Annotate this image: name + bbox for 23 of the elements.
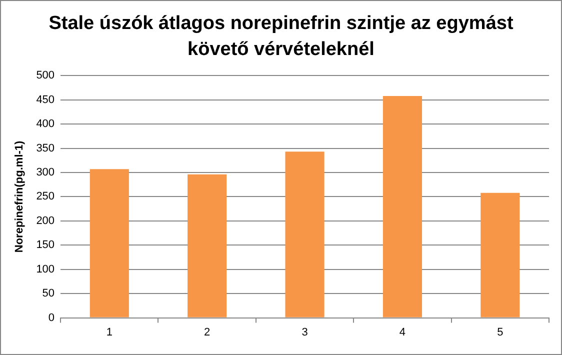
y-tick-label: 350 bbox=[36, 142, 55, 154]
y-tick-label: 150 bbox=[36, 239, 55, 252]
y-tick-label: 250 bbox=[36, 190, 55, 203]
chart-title: Stale úszók átlagos norepinefrin szintje az egymást követő vérvételeknél bbox=[48, 12, 514, 62]
y-axis-title: Norepinefrin(pg.ml-1) bbox=[14, 140, 26, 253]
x-tick-label: 5 bbox=[497, 326, 504, 338]
bar bbox=[90, 169, 129, 318]
y-tick-label: 200 bbox=[36, 214, 55, 227]
y-tick-label: 300 bbox=[36, 166, 55, 179]
y-tick-label: 50 bbox=[42, 288, 55, 300]
bar bbox=[285, 152, 324, 318]
x-tick-label: 2 bbox=[204, 326, 210, 338]
y-tick-label: 500 bbox=[36, 70, 55, 82]
y-tick-label: 100 bbox=[36, 263, 55, 276]
x-tick-label: 3 bbox=[302, 326, 308, 338]
x-tick-label: 4 bbox=[399, 326, 406, 338]
bar bbox=[480, 192, 520, 318]
bar bbox=[188, 174, 227, 318]
y-tick-label: 0 bbox=[48, 312, 55, 324]
x-tick-label: 1 bbox=[106, 326, 112, 338]
y-tick-label: 400 bbox=[36, 118, 55, 130]
y-tick-label: 450 bbox=[36, 94, 55, 106]
bar bbox=[382, 96, 422, 318]
